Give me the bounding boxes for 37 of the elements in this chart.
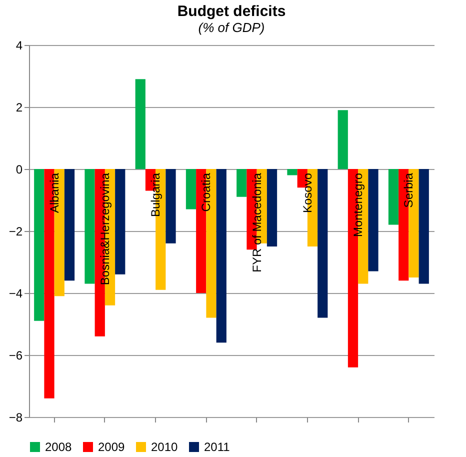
bar <box>135 79 146 169</box>
x-tick-label: Kosovo <box>300 172 314 214</box>
chart-title: Budget deficits <box>177 3 286 20</box>
bar <box>266 169 278 246</box>
x-tick-label: Montenegro <box>351 172 366 238</box>
bar <box>166 169 176 244</box>
bar <box>418 169 429 284</box>
x-tick-label: Croatia <box>199 172 214 212</box>
bar <box>216 169 226 343</box>
bar <box>388 169 399 225</box>
y-tick-label: −6 <box>8 348 23 362</box>
bar <box>115 169 126 274</box>
bar <box>186 169 196 210</box>
legend-label: 2011 <box>204 440 230 454</box>
bar <box>34 169 44 321</box>
x-tick-label: Albania <box>47 172 62 214</box>
legend-label: 2010 <box>151 440 178 454</box>
legend-label: 2009 <box>98 440 126 454</box>
x-tick-label: Serbia <box>402 172 416 208</box>
y-tick-label: −2 <box>8 224 23 238</box>
y-tick-label: −4 <box>8 286 23 300</box>
bar <box>287 169 298 176</box>
y-tick-label: 2 <box>16 100 23 114</box>
bar <box>368 169 378 272</box>
bar <box>64 169 75 281</box>
y-tick-label: −8 <box>8 410 23 424</box>
legend-label: 2008 <box>45 440 72 454</box>
x-tick-label: Bosnia&Herzegovina <box>98 172 112 286</box>
y-tick-label: 4 <box>16 38 23 52</box>
x-tick-label: FYR of Macedonia <box>250 172 264 272</box>
bar <box>236 169 247 197</box>
chart-subtitle: (% of GDP) <box>198 20 265 35</box>
bar <box>338 110 348 169</box>
y-tick-label: 0 <box>16 162 23 176</box>
bar <box>318 169 328 318</box>
bar <box>84 169 95 284</box>
x-tick-label: Bulgaria <box>148 172 163 218</box>
